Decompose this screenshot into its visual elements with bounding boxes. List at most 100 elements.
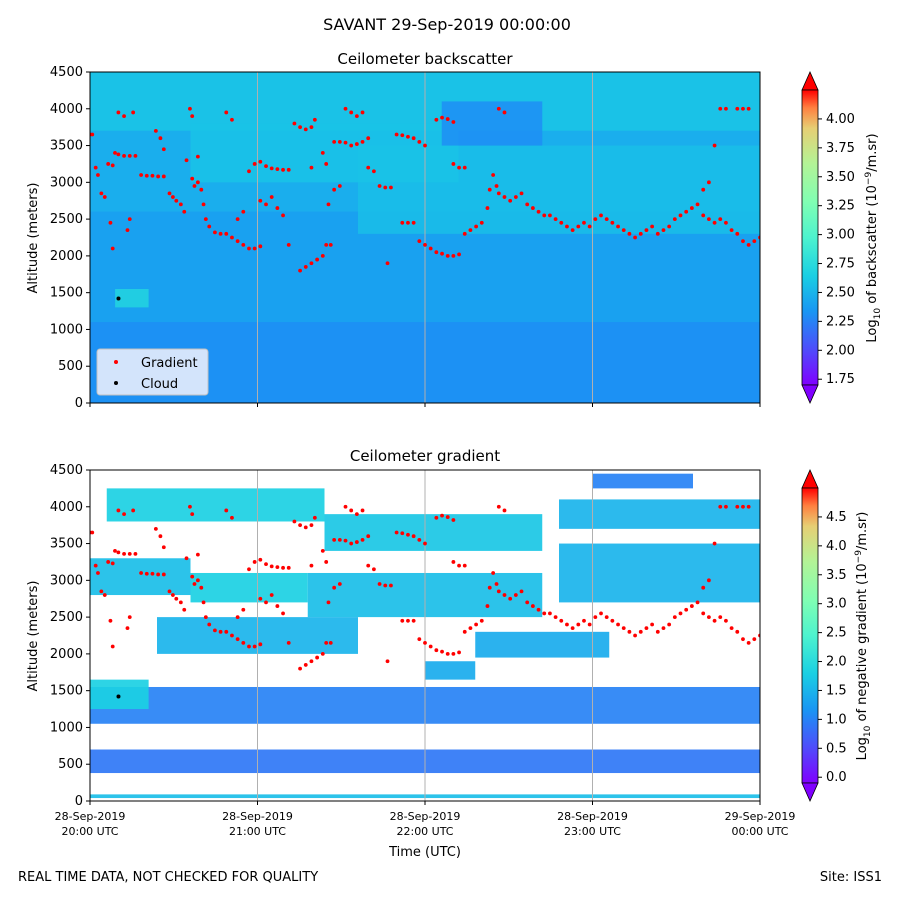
gradient-point-21 [144, 571, 149, 576]
gradient-point-148 [542, 213, 547, 218]
x-tick-label-0-date: 28-Sep-2019 [55, 810, 126, 823]
gradient-point-5 [102, 593, 107, 597]
gradient-point-69 [281, 213, 285, 218]
gradient-point-124 [440, 115, 444, 120]
gradient-point-101 [371, 169, 376, 174]
gradient-point-33 [184, 158, 189, 163]
gradient-point-159 [604, 615, 609, 620]
gradient-point-192 [735, 504, 740, 509]
gradient-point-64 [286, 565, 291, 570]
gradient-point-48 [235, 637, 240, 642]
gradient-point-72 [298, 125, 302, 130]
gradient-point-135 [487, 187, 492, 192]
gradient-point-178 [712, 220, 717, 225]
gradient-point-144 [530, 206, 535, 210]
gradient-point-115 [417, 637, 422, 642]
gradient-point-97 [349, 110, 354, 115]
cb-tick-label-9: 4.5 [826, 510, 847, 525]
gradient-point-117 [428, 246, 433, 251]
gradient-point-20 [139, 571, 144, 575]
cloud-point-0 [116, 296, 121, 301]
gradient-point-63 [281, 167, 285, 172]
gradient-point-145 [536, 209, 541, 214]
backscatter-gradient-points [90, 106, 760, 273]
gradient-point-26 [158, 136, 163, 141]
gradient-point-40 [195, 154, 200, 159]
gradient-point-176 [701, 213, 706, 218]
gradient-point-6 [106, 560, 111, 564]
y-tick-label-4: 2000 [50, 249, 83, 264]
gradient-point-72 [298, 523, 302, 528]
gradient-point-1 [90, 530, 95, 535]
backscatter-colorbar-label: Log10 of backscatter (10−9/m.sr) [864, 133, 883, 342]
gradient-point-84 [332, 139, 337, 144]
gradient-point-10 [122, 153, 126, 158]
gradient-point-171 [672, 615, 677, 620]
gradient-point-102 [377, 184, 382, 188]
x-tick-label-0-time: 20:00 UTC [61, 825, 118, 838]
gradient-point-10 [122, 551, 126, 556]
gradient-point-178 [712, 618, 717, 623]
gradient-point-26 [158, 534, 163, 539]
gradient-colorbar-top-extend [801, 469, 819, 489]
backscatter-cloud-points [116, 296, 121, 301]
gradient-point-179 [718, 615, 723, 620]
gradient-point-96 [343, 504, 348, 509]
gradient-point-36 [195, 180, 200, 185]
gradient-point-107 [400, 531, 405, 536]
y-tick-label-3: 1500 [50, 684, 83, 699]
gradient-point-185 [752, 637, 757, 642]
gradient-point-45 [218, 231, 223, 236]
gradient-point-3 [96, 571, 100, 575]
gradient-point-142 [519, 589, 524, 594]
gradient-point-160 [610, 618, 615, 623]
gradient-point-88 [354, 540, 359, 544]
gradient-point-128 [457, 563, 461, 568]
gradient-point-86 [343, 140, 348, 145]
gradient-point-152 [565, 622, 569, 627]
gradient-point-42 [203, 615, 208, 620]
y-tick-label-0: 0 [75, 396, 83, 411]
gradient-point-194 [746, 504, 751, 509]
gradient-point-67 [269, 593, 274, 597]
gradient-point-123 [434, 515, 439, 520]
gradient-point-155 [582, 618, 586, 623]
gradient-point-126 [451, 518, 456, 522]
gradient-point-78 [303, 265, 308, 269]
gradient-point-113 [406, 220, 410, 225]
gradient-point-103 [383, 583, 388, 588]
y-tick-label-2: 1000 [50, 322, 83, 337]
gradient-point-29 [170, 593, 175, 597]
gradient-point-155 [582, 220, 586, 225]
x-tick-label-2-time: 22:00 UTC [396, 825, 453, 838]
gradient-point-98 [354, 114, 359, 119]
gradient-point-61 [269, 166, 274, 171]
legend-cloud-marker [114, 381, 118, 385]
gradient-point-11 [127, 551, 132, 556]
gradient-point-117 [428, 644, 433, 649]
gradient-point-157 [593, 615, 598, 620]
gradient-point-140 [508, 198, 513, 203]
gradient-point-57 [247, 169, 251, 174]
y-tick-label-6: 3000 [50, 175, 83, 190]
gradient-point-146 [496, 106, 501, 111]
gradient-point-137 [494, 582, 499, 586]
gradient-point-153 [570, 626, 575, 631]
cb-tick-label-7: 3.5 [826, 568, 847, 583]
cb-tick-label-9: 4.00 [826, 112, 855, 127]
gradient-point-92 [324, 162, 329, 166]
gradient-point-184 [746, 640, 751, 645]
gradient-point-118 [434, 250, 439, 255]
gradient-point-189 [712, 541, 717, 546]
gradient-point-176 [701, 611, 706, 616]
gradient-point-13 [108, 220, 113, 225]
gradient-colorbar-ticks: 0.0 0.5 1.0 1.5 2.0 2.5 3.0 3.5 4.0 4.5 [818, 510, 847, 785]
gradient-point-191 [724, 504, 728, 509]
gradient-point-38 [188, 106, 192, 111]
y-tick-label-9: 4500 [50, 65, 83, 80]
gradient-point-55 [235, 615, 240, 620]
gradient-point-105 [385, 261, 390, 266]
y-tick-label-0: 0 [75, 794, 83, 809]
y-tick-label-6: 3000 [50, 573, 83, 588]
gradient-point-126 [451, 120, 456, 124]
